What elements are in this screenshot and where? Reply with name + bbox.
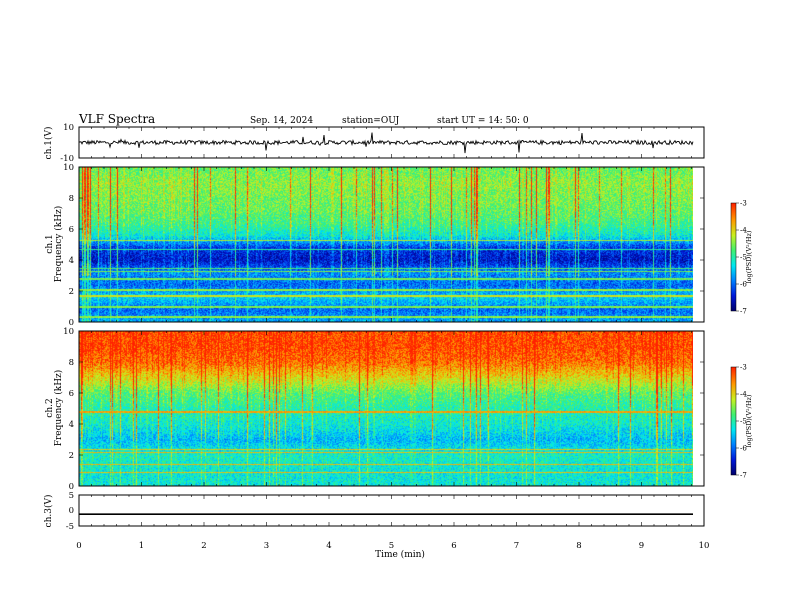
colorbar-tick-label: -7 <box>740 308 747 316</box>
frequency-tick-label: 4 <box>69 420 74 430</box>
ch1-colorbar: -3 -4 -5 -6 -7 log(PSD)(V²/Hz) <box>730 200 753 316</box>
colorbar-tick-label: -7 <box>740 472 747 480</box>
ch3-ytick-bottom: -5 <box>66 522 74 532</box>
time-tick-label: 7 <box>514 541 519 551</box>
ch2-spectrogram-yticks: 0 2 4 6 8 10 <box>63 327 704 492</box>
frequency-tick-label: 6 <box>69 389 74 399</box>
ch1-spectrogram-yticks: 0 2 4 6 8 10 <box>63 163 704 328</box>
colorbar-tick-label: -6 <box>740 445 747 453</box>
ch2-channel-label: ch.2 <box>45 398 55 417</box>
ch1-waveform-panel: 10 -10 ch.1(V) <box>43 123 705 164</box>
colorbar-tick-label: -4 <box>740 227 747 235</box>
frequency-tick-label: 8 <box>69 358 74 368</box>
time-axis-label: Time (min) <box>375 549 425 560</box>
ch1-trace <box>78 132 694 154</box>
ch1-colorbar-label: log(PSD)(V²/Hz) <box>745 230 753 283</box>
frequency-tick-label: 4 <box>69 256 74 266</box>
ch3-waveform-panel: 5 0 -5 ch.3(V) <box>43 491 705 532</box>
time-tick-label: 5 <box>389 541 394 551</box>
ch2-frequency-label: Frequency (kHz) <box>53 370 64 447</box>
ch1-ytick-top: 10 <box>63 123 74 133</box>
ch3-waveform-ylabel: ch.3(V) <box>43 495 54 528</box>
colorbar-tick-label: -3 <box>740 364 747 372</box>
ch2-colorbar-label: log(PSD)(V²/Hz) <box>745 394 753 447</box>
ch2-spectrogram-panel: 0 2 4 6 8 10 ch.2 Frequency (kHz) <box>45 327 705 492</box>
time-axis: 0 1 2 3 4 5 6 7 8 9 10 <box>76 127 709 551</box>
frequency-tick-label: 2 <box>69 287 74 297</box>
time-tick-label: 0 <box>76 541 81 551</box>
ch2-spectrogram-holder <box>79 331 693 486</box>
time-tick-label: 8 <box>576 541 581 551</box>
frequency-tick-label: 2 <box>69 451 74 461</box>
time-tick-label: 4 <box>326 541 331 551</box>
colorbar-tick-label: -5 <box>740 418 747 426</box>
ch1-frequency-label: Frequency (kHz) <box>53 206 64 283</box>
time-tick-label: 2 <box>201 541 206 551</box>
ch1-spectrogram-image <box>79 167 693 322</box>
ch3-ytick-top: 5 <box>69 491 74 501</box>
colorbar-tick-label: -5 <box>740 254 747 262</box>
ch1-waveform-ylabel: ch.1(V) <box>43 127 54 160</box>
ch3-ytick-mid: 0 <box>69 506 74 516</box>
frequency-tick-label: 6 <box>69 225 74 235</box>
start-time-label: start UT = 14: 50: 0 <box>437 116 529 126</box>
colorbar-tick-label: -4 <box>740 391 747 399</box>
time-tick-label: 10 <box>699 541 710 551</box>
colorbar-tick-label: -6 <box>740 281 747 289</box>
frequency-tick-label: 0 <box>69 318 74 328</box>
ch1-spectrogram-holder <box>79 167 693 322</box>
station-label: station=OUJ <box>342 116 400 126</box>
ch1-channel-label: ch.1 <box>45 234 55 253</box>
ch2-spectrogram-image <box>79 331 693 486</box>
time-tick-label: 3 <box>264 541 269 551</box>
figure-title: VLF Spectra <box>78 112 155 126</box>
ch2-colorbar-ticks: -3 -4 -5 -6 -7 <box>736 364 747 480</box>
ch1-colorbar-ticks: -3 -4 -5 -6 -7 <box>736 200 747 316</box>
frequency-tick-label: 10 <box>63 163 74 173</box>
frequency-tick-label: 10 <box>63 327 74 337</box>
time-tick-label: 1 <box>139 541 144 551</box>
ch1-trace-path <box>78 132 694 154</box>
time-tick-label: 9 <box>639 541 644 551</box>
ch2-colorbar-gradient <box>730 366 737 476</box>
ch2-colorbar: -3 -4 -5 -6 -7 log(PSD)(V²/Hz) <box>730 364 753 480</box>
frequency-tick-label: 0 <box>69 482 74 492</box>
colorbar-tick-label: -3 <box>740 200 747 208</box>
date-label: Sep. 14, 2024 <box>250 116 313 126</box>
ch1-spectrogram-panel: 0 2 4 6 8 10 ch.1 Frequency (kHz) <box>45 163 705 328</box>
ch1-ytick-bottom: -10 <box>60 154 74 164</box>
ch3-waveform-frame <box>78 494 705 527</box>
ch1-colorbar-gradient <box>730 202 737 312</box>
time-tick-label: 6 <box>451 541 456 551</box>
frequency-tick-label: 8 <box>69 194 74 204</box>
